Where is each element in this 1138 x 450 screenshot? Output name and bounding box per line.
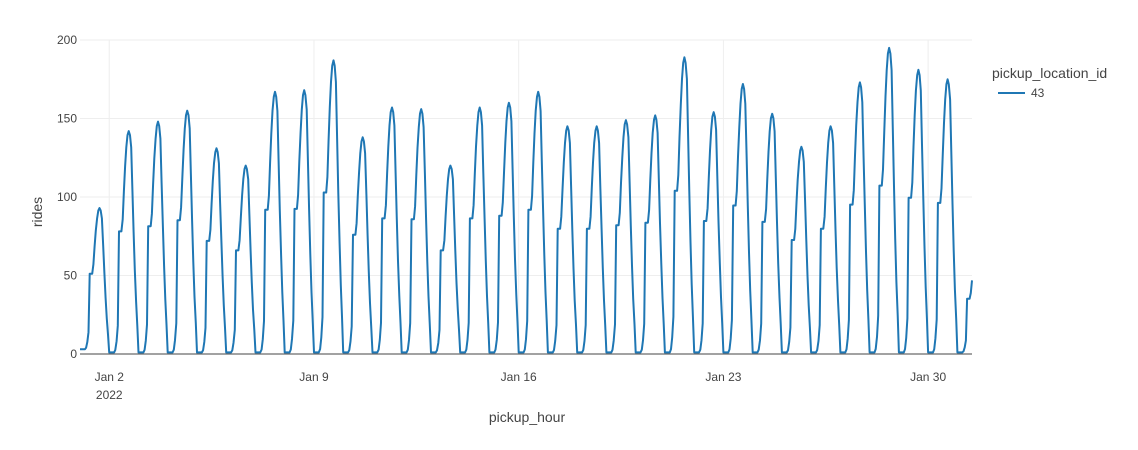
y-axis-title: rides: [29, 197, 45, 227]
legend-title: pickup_location_id: [992, 65, 1107, 81]
y-tick-label: 50: [64, 269, 78, 283]
y-tick-label: 200: [57, 33, 77, 47]
y-tick-labels: 0 50 100 150 200: [57, 33, 77, 361]
series-line-43: [80, 46, 973, 354]
legend[interactable]: pickup_location_id 43: [992, 65, 1107, 100]
legend-item-label: 43: [1031, 86, 1045, 100]
x-tick-sublabel: 2022: [96, 388, 123, 402]
x-tick-label: Jan 23: [705, 370, 741, 384]
x-tick-label: Jan 9: [299, 370, 329, 384]
y-tick-label: 100: [57, 190, 77, 204]
x-tick-label: Jan 2: [95, 370, 125, 384]
x-axis-title: pickup_hour: [489, 409, 566, 425]
series-layer: [80, 46, 973, 354]
y-tick-label: 0: [70, 347, 77, 361]
x-tick-label: Jan 30: [910, 370, 946, 384]
x-tick-label: Jan 16: [501, 370, 537, 384]
grid-lines: [80, 39, 972, 354]
x-tick-labels: Jan 2 2022 Jan 9 Jan 16 Jan 23 Jan 30: [95, 370, 947, 402]
y-tick-label: 150: [57, 112, 77, 126]
